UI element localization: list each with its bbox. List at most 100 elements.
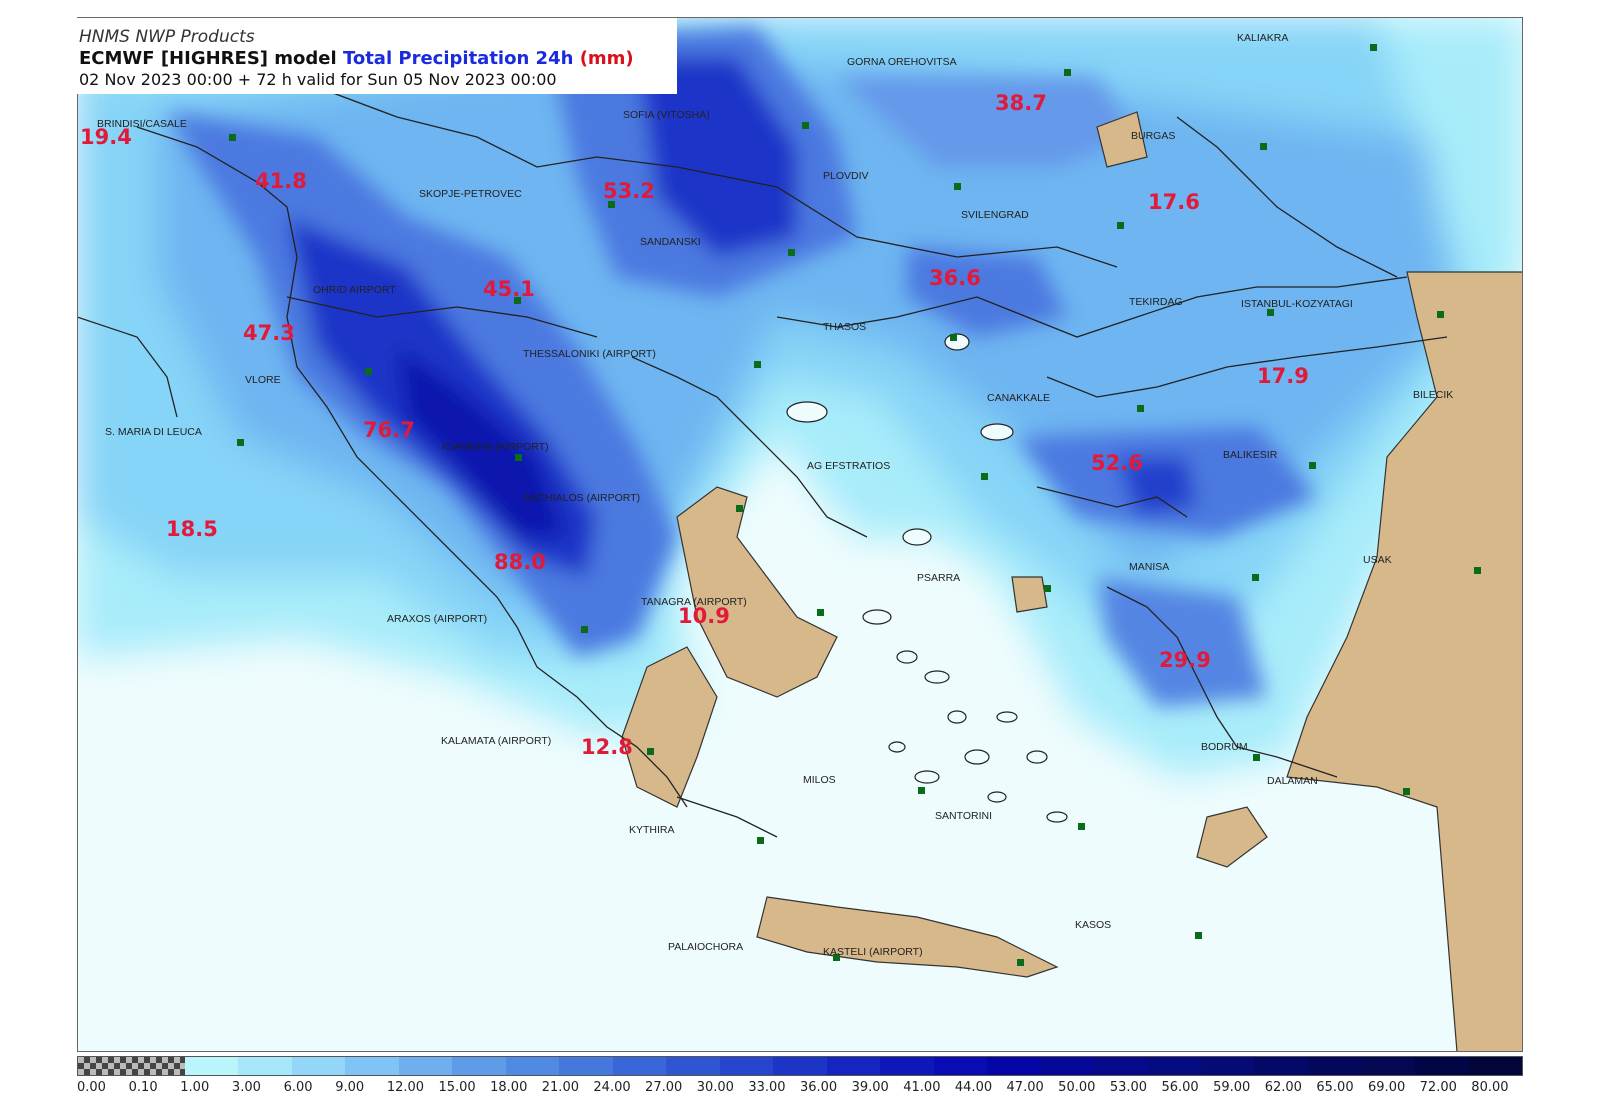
colorbar-segment bbox=[559, 1057, 613, 1075]
station-markers bbox=[229, 44, 1481, 966]
colorbar-segment bbox=[880, 1057, 934, 1075]
colorbar-segment bbox=[1254, 1057, 1309, 1075]
station-label: ANCHIALOS (AIRPORT) bbox=[523, 492, 640, 504]
parameter-name: Total Precipitation 24h bbox=[342, 48, 574, 69]
colorbar-segment bbox=[1415, 1057, 1469, 1075]
run-validity: 02 Nov 2023 00:00 + 72 h valid for Sun 0… bbox=[79, 70, 557, 89]
station-label: SOFIA (VITOSHA) bbox=[623, 109, 710, 121]
precip-value: 17.6 bbox=[1148, 190, 1200, 214]
station-label: IOANNINA (AIRPORT) bbox=[442, 441, 549, 453]
colorbar-segment bbox=[78, 1057, 185, 1075]
colorbar-segment bbox=[826, 1057, 881, 1075]
station-label: MILOS bbox=[803, 774, 836, 786]
colorbar-segment bbox=[1468, 1057, 1523, 1075]
station-label: THESSALONIKI (AIRPORT) bbox=[523, 348, 656, 360]
colorbar-tick-label: 21.00 bbox=[541, 1080, 579, 1095]
colorbar-segment bbox=[398, 1057, 453, 1075]
colorbar-tick-label: 3.00 bbox=[231, 1080, 261, 1095]
colorbar-tick-label: 12.00 bbox=[386, 1080, 425, 1095]
station-label: PALAIOCHORA bbox=[668, 941, 743, 953]
unit-label: (mm) bbox=[579, 48, 634, 69]
colorbar-tick-label: 9.00 bbox=[335, 1080, 365, 1095]
colorbar-segment bbox=[505, 1057, 560, 1075]
station-label: PSARRA bbox=[917, 572, 960, 584]
station-label: KYTHIRA bbox=[629, 824, 675, 836]
station-label: TEKIRDAG bbox=[1129, 296, 1183, 308]
station-label: SVILENGRAD bbox=[961, 209, 1029, 221]
station-label: PLOVDIV bbox=[823, 170, 869, 182]
colorbar-tick-label: 36.00 bbox=[799, 1080, 838, 1095]
colorbar-tick-label: 50.00 bbox=[1058, 1080, 1096, 1095]
coastlines bbox=[77, 86, 1448, 838]
colorbar-tick-label: 41.00 bbox=[903, 1080, 941, 1095]
colorbar-tick-label: 72.00 bbox=[1419, 1080, 1457, 1095]
station-label: KALIAKRA bbox=[1237, 32, 1288, 44]
colorbar-segment bbox=[345, 1057, 399, 1075]
colorbar-tick-label: 65.00 bbox=[1316, 1080, 1354, 1095]
station-label: CANAKKALE bbox=[987, 392, 1050, 404]
colorbar bbox=[77, 1056, 1523, 1076]
station-label: BODRUM bbox=[1201, 741, 1248, 753]
colorbar-tick-label: 30.00 bbox=[696, 1080, 734, 1095]
station-label: KASTELI (AIRPORT) bbox=[823, 946, 923, 958]
colorbar-segment bbox=[987, 1057, 1041, 1075]
precip-value: 52.6 bbox=[1091, 451, 1143, 475]
precip-value: 45.1 bbox=[483, 277, 535, 301]
colorbar-tick-label: 15.00 bbox=[438, 1080, 476, 1095]
station-label: DALAMAN bbox=[1267, 775, 1318, 787]
station-label: USAK bbox=[1363, 554, 1392, 566]
precip-value: 47.3 bbox=[243, 321, 295, 345]
station-label: BILECIK bbox=[1413, 389, 1453, 401]
precipitation-field bbox=[77, 17, 1523, 777]
colorbar-tick-label: 1.00 bbox=[180, 1080, 210, 1095]
station-label: SANDANSKI bbox=[640, 236, 701, 248]
map-header: HNMS NWP Products ECMWF [HIGHRES] model … bbox=[77, 18, 677, 94]
precipitation-map: GORNA OREHOVITSA BURGAS PLOVDIV SOFIA (V… bbox=[77, 17, 1523, 1052]
colorbar-tick-label: 0.00 bbox=[77, 1080, 106, 1095]
model-name: ECMWF [HIGHRES] model bbox=[79, 48, 337, 69]
colorbar-labels: 0.00 0.10 1.00 3.00 6.00 9.00 12.00 15.00 18.00 2… bbox=[77, 1080, 1523, 1098]
colorbar-tick-label: 24.00 bbox=[593, 1080, 631, 1095]
colorbar-segment bbox=[291, 1057, 346, 1075]
colorbar-tick-label: 33.00 bbox=[748, 1080, 786, 1095]
colorbar-tick-label: 59.00 bbox=[1213, 1080, 1251, 1095]
colorbar-segment bbox=[452, 1057, 506, 1075]
precip-value: 12.8 bbox=[581, 735, 633, 759]
colorbar-segment bbox=[933, 1057, 988, 1075]
station-label: BALIKESIR bbox=[1223, 449, 1278, 461]
colorbar-tick-label: 80.00 bbox=[1471, 1080, 1509, 1095]
station-label: ISTANBUL-KOZYATAGI bbox=[1241, 298, 1353, 310]
colorbar-segment bbox=[1040, 1057, 1095, 1075]
colorbar-tick-label: 27.00 bbox=[645, 1080, 683, 1095]
precip-value: 38.7 bbox=[995, 91, 1047, 115]
precip-value: 29.9 bbox=[1159, 648, 1211, 672]
station-label: KALAMATA (AIRPORT) bbox=[441, 735, 551, 747]
colorbar-tick-label: 47.00 bbox=[1006, 1080, 1044, 1095]
station-label: THASOS bbox=[823, 321, 866, 333]
precip-value: 53.2 bbox=[603, 179, 655, 203]
colorbar-segment bbox=[238, 1057, 292, 1075]
station-label: BRINDISI/CASALE bbox=[97, 118, 187, 130]
station-label: VLORE bbox=[245, 374, 281, 386]
colorbar-segment bbox=[1147, 1057, 1202, 1075]
station-label: GORNA OREHOVITSA bbox=[847, 56, 957, 68]
precip-value: 18.5 bbox=[166, 517, 218, 541]
precip-value: 41.8 bbox=[255, 169, 307, 193]
precip-value: 17.9 bbox=[1257, 364, 1309, 388]
precip-value: 88.0 bbox=[494, 550, 546, 574]
station-label: MANISA bbox=[1129, 561, 1169, 573]
colorbar-segment bbox=[184, 1057, 239, 1075]
colorbar-segment bbox=[719, 1057, 774, 1075]
colorbar-tick-label: 62.00 bbox=[1264, 1080, 1302, 1095]
colorbar-tick-label: 56.00 bbox=[1161, 1080, 1199, 1095]
colorbar-tick-label: 69.00 bbox=[1368, 1080, 1406, 1095]
colorbar-segment bbox=[1308, 1057, 1362, 1075]
colorbar-segment bbox=[1361, 1057, 1416, 1075]
station-label: BURGAS bbox=[1131, 130, 1175, 142]
station-label: S. MARIA DI LEUCA bbox=[105, 426, 202, 438]
station-label: KASOS bbox=[1075, 919, 1111, 931]
colorbar-tick-label: 0.10 bbox=[128, 1080, 158, 1095]
colorbar-segment bbox=[1094, 1057, 1148, 1075]
colorbar-segment bbox=[666, 1057, 720, 1075]
precip-value: 10.9 bbox=[678, 604, 730, 628]
